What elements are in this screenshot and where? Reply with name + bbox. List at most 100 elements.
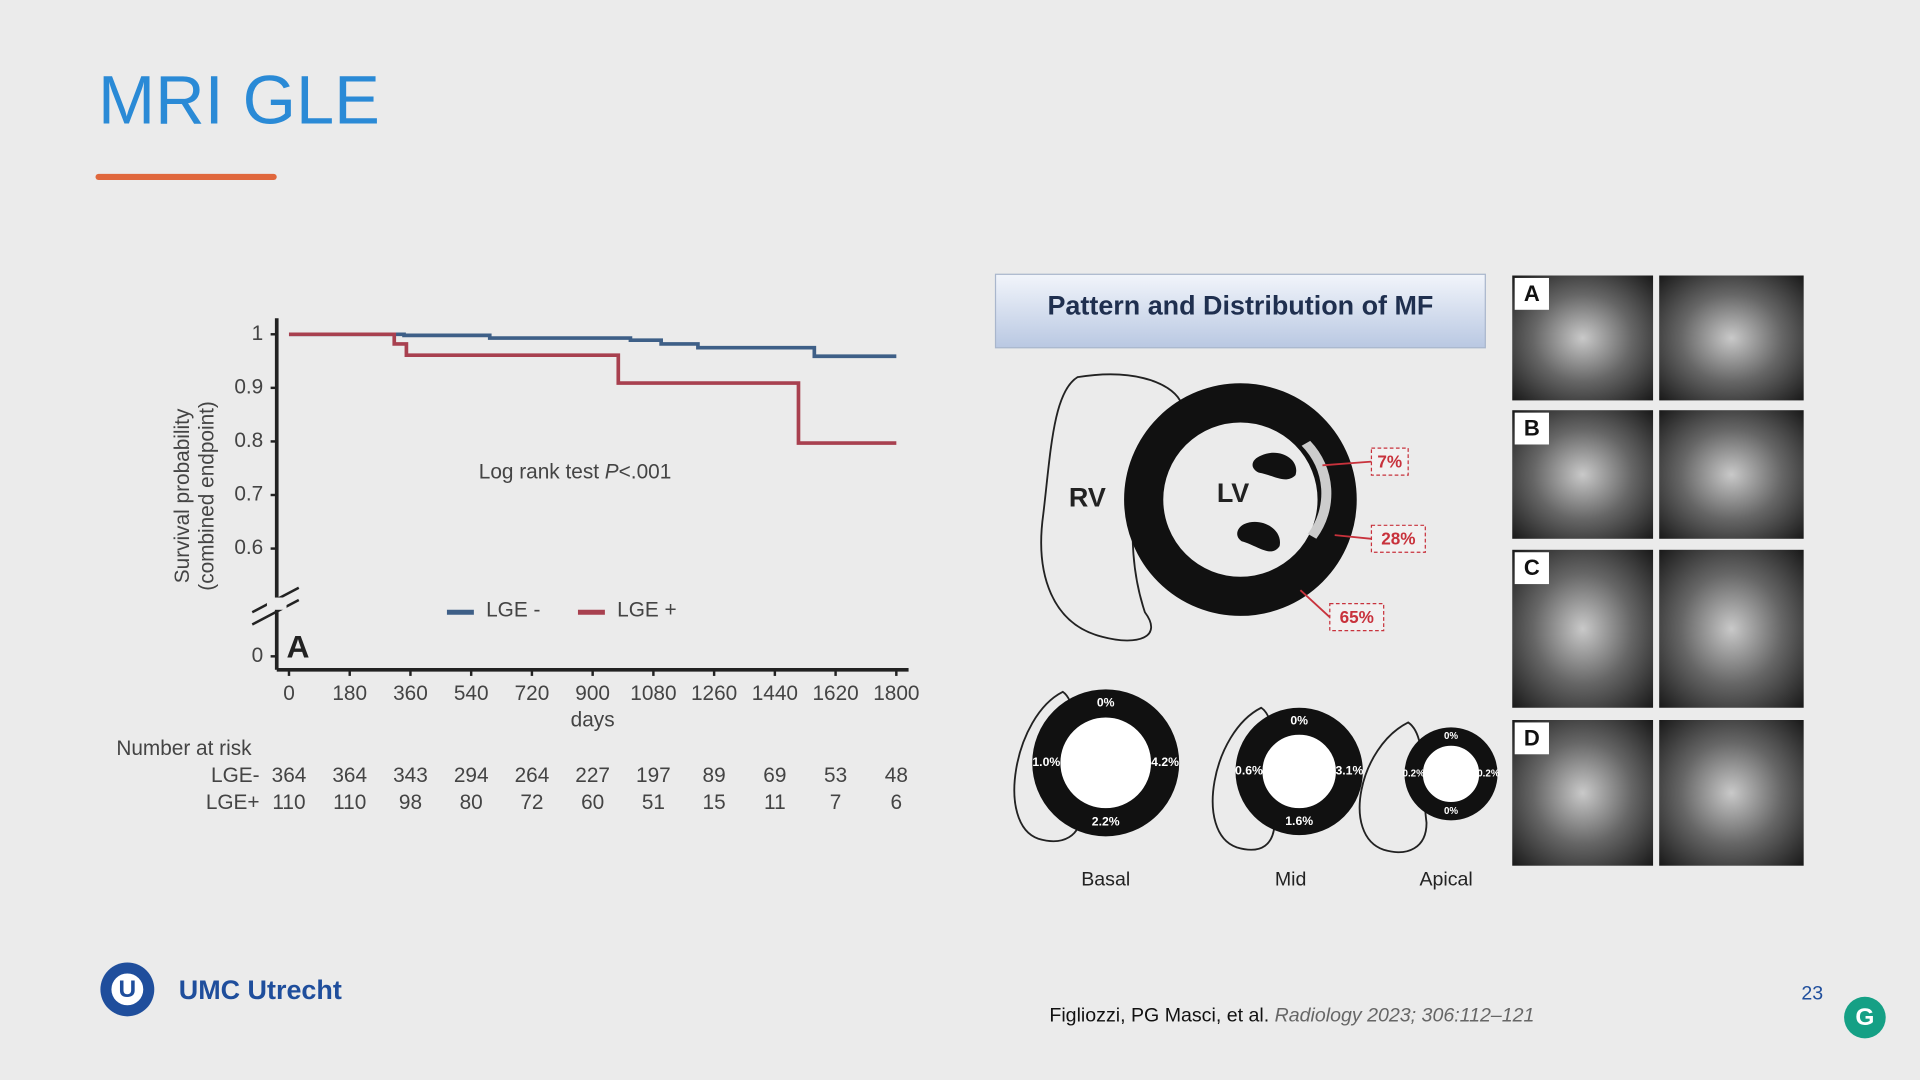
callout-box <box>1370 524 1426 553</box>
legend-label: LGE - <box>486 599 540 622</box>
risk-row-label: LGE- <box>211 764 260 787</box>
rv-label: RV <box>1069 483 1106 513</box>
logo-text: UMC Utrecht <box>179 975 342 1005</box>
panel-label-box <box>1514 412 1549 445</box>
page-number: 23 <box>1801 982 1823 1004</box>
callout-box <box>1370 447 1409 476</box>
risk-value: 11 <box>764 791 786 814</box>
x-tick-label: 180 <box>332 682 367 705</box>
risk-value: 227 <box>575 764 610 787</box>
diagram-title: Pattern and Distribution of MF <box>1047 290 1433 320</box>
lv-wall <box>1124 383 1357 616</box>
citation: Figliozzi, PG Masci, et al. Radiology 20… <box>1049 1004 1534 1026</box>
risk-value: 343 <box>393 764 428 787</box>
panel-label: B <box>1524 416 1540 441</box>
risk-value: 98 <box>399 791 422 814</box>
annotation-value: <.001 <box>619 460 672 483</box>
segment-label: 0.6% <box>1235 764 1263 778</box>
panel-label: D <box>1524 725 1540 750</box>
x-tick-label: 1620 <box>812 682 858 705</box>
risk-value: 69 <box>763 764 786 787</box>
callout-arrow <box>1334 534 1372 540</box>
y-tick-label: 0.6 <box>234 536 263 559</box>
mri-image <box>1659 410 1804 539</box>
y-tick-label: 0.8 <box>234 429 263 452</box>
x-tick-label: 0 <box>283 682 295 705</box>
citation-source: Radiology 2023; 306:112–121 <box>1275 1004 1535 1026</box>
risk-value: 110 <box>333 791 366 814</box>
annotation-p: P <box>605 460 619 483</box>
survival-curve <box>288 332 897 445</box>
risk-value: 89 <box>703 764 726 787</box>
segment-label: 0% <box>1097 696 1115 710</box>
segment-label: 0% <box>1444 806 1458 817</box>
risk-title: Number at risk <box>116 737 252 760</box>
section-name: Mid <box>1275 869 1307 891</box>
risk-value: 6 <box>891 791 903 814</box>
risk-value: 48 <box>885 764 908 787</box>
y-tick-label: 0.9 <box>234 375 263 398</box>
mf-callouts: 7% 28% 65% 0% 4.2% 2.2% 1.0% Basal 0% 3.1% 1.6% 0.6… <box>1013 447 1500 891</box>
lv-label: LV <box>1217 478 1249 508</box>
x-tick-label: 720 <box>515 682 550 705</box>
survival-curve <box>288 332 897 359</box>
risk-value: 364 <box>272 764 307 787</box>
segment-label: 0% <box>1444 731 1458 742</box>
x-tick-label: 1800 <box>873 682 919 705</box>
risk-value: 15 <box>703 791 726 814</box>
callout-label: 7% <box>1377 451 1402 471</box>
citation-authors: Figliozzi, PG Masci, et al. <box>1049 1004 1269 1026</box>
y-tick-label: 1 <box>252 322 264 345</box>
image-panels: A B C D <box>1512 275 1804 866</box>
x-label: days <box>571 709 615 732</box>
slide-title: MRI GLE <box>98 61 380 138</box>
panel-label: A <box>287 628 310 664</box>
section-name: Apical <box>1419 869 1472 891</box>
logo-icon: U <box>100 962 155 1017</box>
risk-value: 72 <box>520 791 543 814</box>
risk-value: 264 <box>515 764 550 787</box>
papillary <box>1252 452 1297 480</box>
annotation-text: Log rank test <box>479 460 605 483</box>
panel-label-box <box>1514 552 1549 585</box>
x-tick-label: 540 <box>454 682 489 705</box>
risk-value: 294 <box>454 764 489 787</box>
slice-ring <box>1404 727 1498 821</box>
x-tick-label: 360 <box>393 682 428 705</box>
panel-label-box <box>1514 722 1549 755</box>
x-tick-label: 1440 <box>752 682 798 705</box>
callout-arrow <box>1299 589 1331 618</box>
x-tick-label: 1080 <box>630 682 676 705</box>
y-label: Survival probability <box>171 408 194 583</box>
risk-value: 53 <box>824 764 847 787</box>
risk-value: 7 <box>830 791 842 814</box>
risk-value: 364 <box>332 764 367 787</box>
svg-text:U: U <box>119 976 137 1003</box>
papillary <box>1237 521 1280 552</box>
assistant-button[interactable] <box>1844 996 1886 1039</box>
slice-ring <box>1032 689 1180 837</box>
segment-label: 0% <box>1290 713 1308 727</box>
x-tick-label: 1260 <box>691 682 737 705</box>
segment-label: 4.2% <box>1151 755 1179 769</box>
mri-image <box>1659 549 1804 708</box>
y-label: (combined endpoint) <box>196 401 219 591</box>
callout-box <box>1329 603 1385 632</box>
axis-break-gap <box>266 597 287 610</box>
mri-image <box>1659 275 1804 401</box>
panel-label-box <box>1514 277 1549 310</box>
segment-label: 3.1% <box>1335 764 1363 778</box>
survival-chart: 0.6 0.7 0.8 0.9 1 00 180 360 540 720 900 1080 1260 14… <box>206 318 919 814</box>
y-tick-label: 0.7 <box>234 483 263 506</box>
risk-value: 197 <box>636 764 671 787</box>
segment-label: 0.2% <box>1403 768 1426 779</box>
risk-value: 60 <box>581 791 604 814</box>
segment-label: 0.2% <box>1477 768 1500 779</box>
risk-value: 110 <box>272 791 305 814</box>
mri-image <box>1659 720 1804 866</box>
section-name: Basal <box>1081 869 1130 891</box>
callout-arrow <box>1322 460 1372 467</box>
